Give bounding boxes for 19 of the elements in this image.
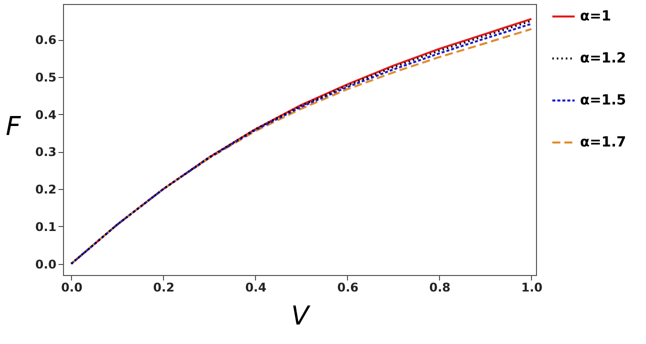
x-axis-title: V xyxy=(291,302,312,332)
x-tick-label: 0.4 xyxy=(245,280,266,294)
y-tick-label: 0.2 xyxy=(35,182,56,197)
x-tick-label: 1.0 xyxy=(521,280,543,294)
legend-label: α=1 xyxy=(580,8,612,24)
x-tick-label: 0.6 xyxy=(337,280,358,294)
y-tick-label: 0.0 xyxy=(35,257,56,272)
y-tick-label: 0.5 xyxy=(35,70,56,84)
legend-label: α=1.5 xyxy=(580,92,626,108)
x-tick-label: 0.8 xyxy=(429,280,451,294)
y-tick-label: 0.6 xyxy=(35,33,56,48)
y-tick-label: 0.1 xyxy=(35,220,56,234)
x-tick-label: 0.0 xyxy=(61,280,82,294)
legend-label: α=1.7 xyxy=(580,134,626,150)
y-tick-label: 0.4 xyxy=(35,108,56,122)
x-tick-label: 0.2 xyxy=(153,280,174,294)
y-axis-title: F xyxy=(6,112,22,142)
legend-label: α=1.2 xyxy=(580,50,626,66)
y-tick-label: 0.3 xyxy=(35,145,56,160)
